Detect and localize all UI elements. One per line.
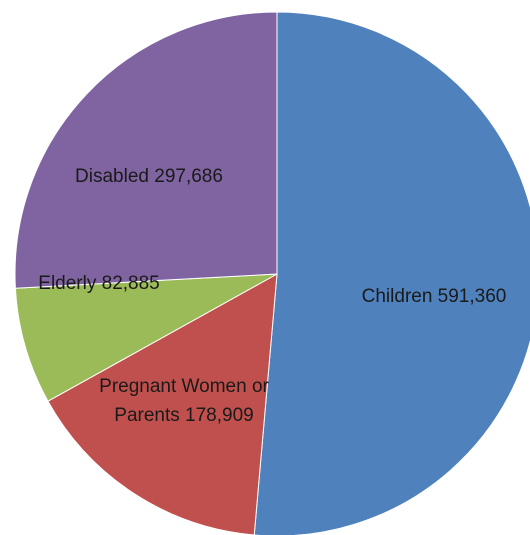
slice-label-disabled: Disabled 297,686 (75, 166, 223, 187)
pie-slices (14, 11, 530, 535)
pie-slice-disabled (14, 11, 278, 289)
slice-label-pregnant-women-line-1: Pregnant Women or (99, 376, 269, 397)
pie-slice-children (253, 11, 530, 535)
slice-label-elderly: Elderly 82,885 (38, 273, 159, 294)
pie-slice-pregnant-women-or-parents (47, 273, 278, 535)
slice-label-children: Children 591,360 (362, 286, 507, 307)
slice-label-pregnant-women-line-2: Parents 178,909 (114, 405, 253, 426)
pie-slice-elderly (14, 273, 278, 402)
pie-labels: Children 591,360 Pregnant Women or Paren… (38, 166, 506, 426)
